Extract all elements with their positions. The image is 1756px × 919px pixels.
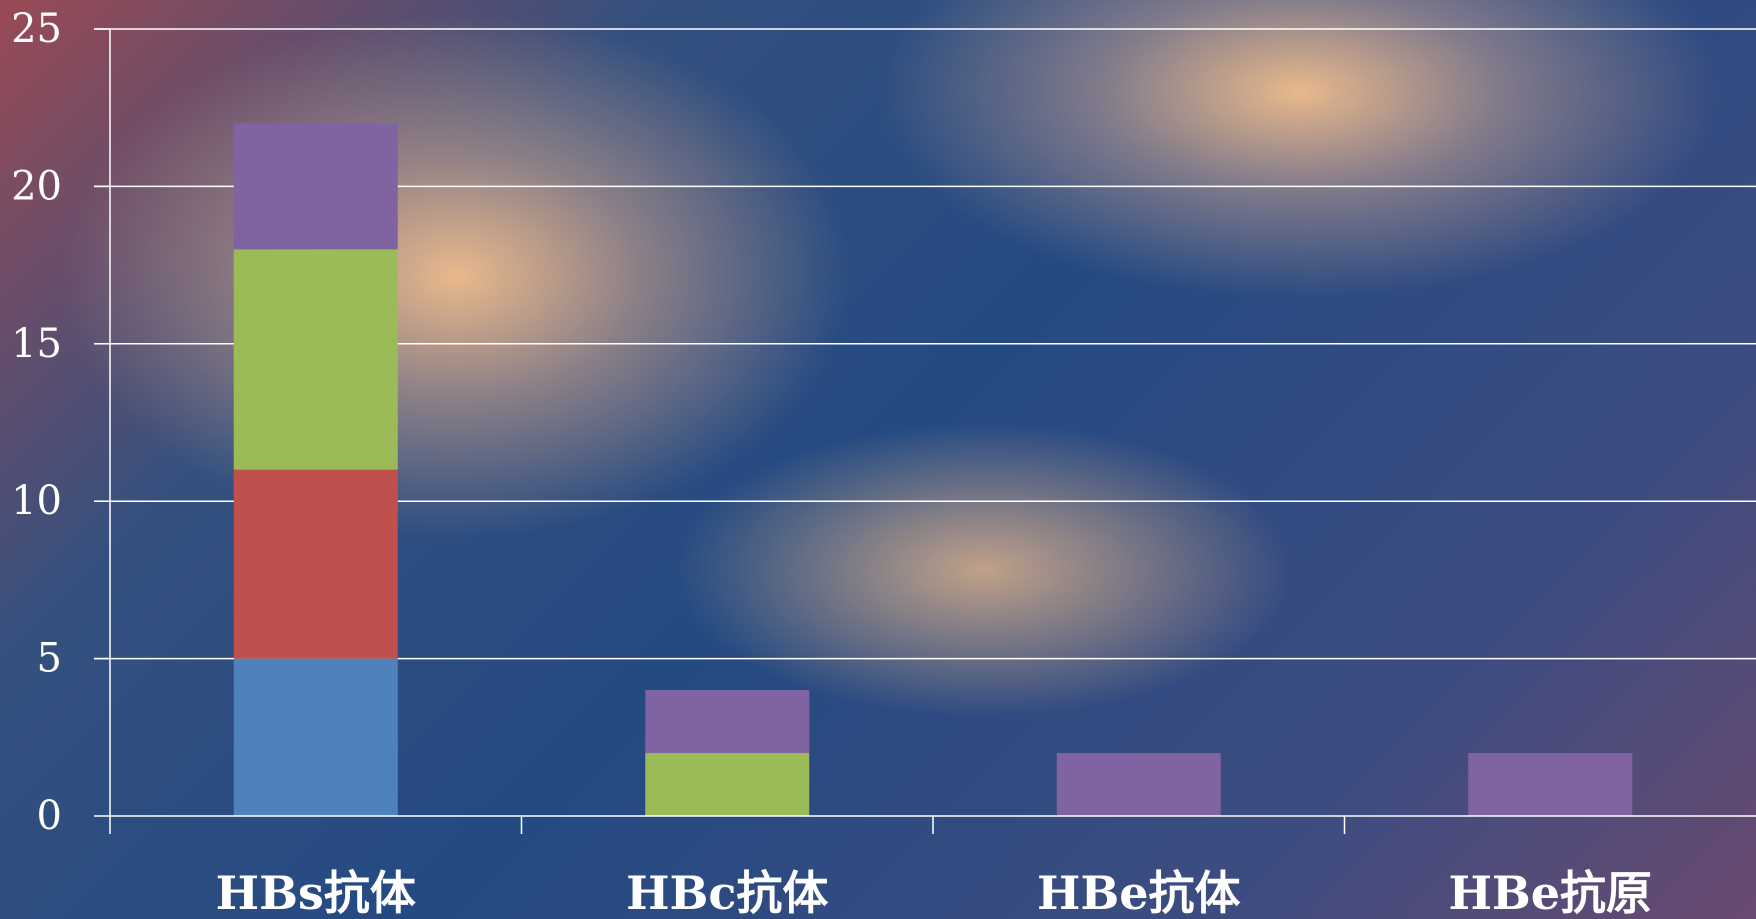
bar-segment <box>233 658 398 816</box>
x-category-label: HBs抗体 <box>216 866 416 919</box>
y-tick-label: 10 <box>11 478 62 524</box>
x-category-label: HBe抗原 <box>1448 866 1652 919</box>
y-tick-label: 20 <box>11 163 62 209</box>
x-category-label: HBc抗体 <box>626 866 828 919</box>
bar-segment <box>1468 753 1633 816</box>
bar-segment <box>645 753 810 816</box>
y-tick-label: 15 <box>11 321 62 367</box>
y-tick-label: 5 <box>37 636 62 682</box>
labels: 0 5 10 15 20 25 HBs抗体 HBc抗体 HBe抗体 HBe抗原 <box>11 6 1652 919</box>
bars <box>233 123 1633 816</box>
bar-segment <box>645 690 810 754</box>
bar-segment <box>233 469 398 659</box>
axes <box>109 29 1756 834</box>
y-tick-label: 0 <box>37 793 62 839</box>
bar-segment <box>1056 753 1221 816</box>
x-category-label: HBe抗体 <box>1037 866 1241 919</box>
y-tick-label: 25 <box>11 6 62 52</box>
bar-segment <box>233 249 398 470</box>
bar-segment <box>233 123 398 250</box>
